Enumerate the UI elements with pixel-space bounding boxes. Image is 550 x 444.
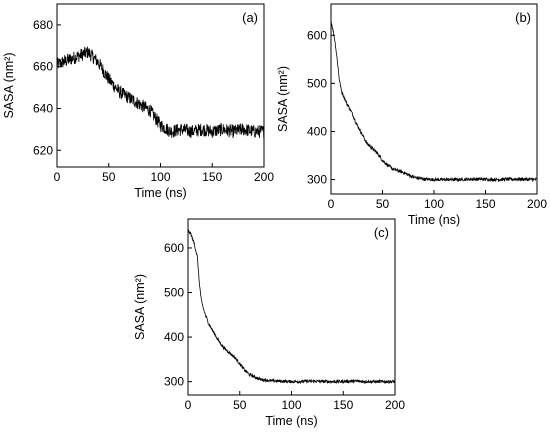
panel-a-y-tick-label: 620 xyxy=(33,143,53,157)
panel-c-label: (c) xyxy=(374,225,389,240)
panel-c-x-tick-label: 50 xyxy=(233,398,247,412)
panel-b-y-tick-label: 300 xyxy=(307,173,327,187)
panel-b-x-tick-label: 150 xyxy=(475,197,495,211)
panel-a-y-tick-label: 660 xyxy=(33,60,53,74)
panel-a-y-tick-label: 640 xyxy=(33,101,53,115)
panel-b-y-axis-title: SASA (nm²) xyxy=(276,66,290,132)
panel-b-x-axis-title: Time (ns) xyxy=(408,213,460,227)
panel-a-label: (a) xyxy=(242,10,258,25)
panel-a-y-tick-label: 680 xyxy=(33,18,53,32)
panel-c-x-tick-label: 0 xyxy=(185,398,192,412)
panel-b-x-tick-label: 100 xyxy=(424,197,444,211)
panel-b-frame xyxy=(330,3,538,195)
panel-c-frame xyxy=(187,218,396,396)
panel-b-x-tick-label: 50 xyxy=(376,197,390,211)
panel-c-y-tick-label: 500 xyxy=(164,286,184,300)
panel-b: 0 50 100 150 200 300 400 500 600 Time (ns) SASA (n… xyxy=(276,3,547,227)
panel-a-x-tick-label: 200 xyxy=(254,170,274,184)
panel-b-label: (b) xyxy=(515,10,531,25)
panel-b-y-tick-label: 400 xyxy=(307,124,327,138)
panel-c-y-tick-label: 600 xyxy=(164,241,184,255)
panel-a-x-axis-title: Time (ns) xyxy=(134,186,186,200)
panel-a-y-axis-title: SASA (nm²) xyxy=(2,53,16,119)
panel-b-x-tick-label: 0 xyxy=(328,197,335,211)
panel-b-y-tick-label: 500 xyxy=(307,76,327,90)
panel-c-x-tick-label: 100 xyxy=(281,398,301,412)
panel-c-y-axis-title: SASA (nm²) xyxy=(133,274,147,340)
panel-a-x-tick-label: 50 xyxy=(102,170,116,184)
panel-a-series-line xyxy=(57,46,264,139)
panel-b-x-tick-label: 200 xyxy=(527,197,547,211)
panel-a-x-tick-label: 100 xyxy=(150,170,170,184)
panel-a-x-tick-label: 0 xyxy=(54,170,61,184)
panel-a: 0 50 100 150 200 620 640 660 680 Time (ns) SASA (n… xyxy=(2,3,274,200)
panel-b-series-line xyxy=(331,20,537,183)
panel-c-series-line xyxy=(188,229,395,385)
panel-a-frame xyxy=(56,3,265,168)
panel-c-x-tick-label: 200 xyxy=(385,398,405,412)
panel-a-x-tick-label: 150 xyxy=(202,170,222,184)
panel-c: 0 50 100 150 200 300 400 500 600 Time (ns) SASA (n… xyxy=(133,218,405,428)
panel-c-x-tick-label: 150 xyxy=(333,398,353,412)
panel-c-x-axis-title: Time (ns) xyxy=(265,414,317,428)
panel-b-y-tick-label: 600 xyxy=(307,28,327,42)
panel-c-y-tick-label: 400 xyxy=(164,330,184,344)
panel-c-y-tick-label: 300 xyxy=(164,375,184,389)
